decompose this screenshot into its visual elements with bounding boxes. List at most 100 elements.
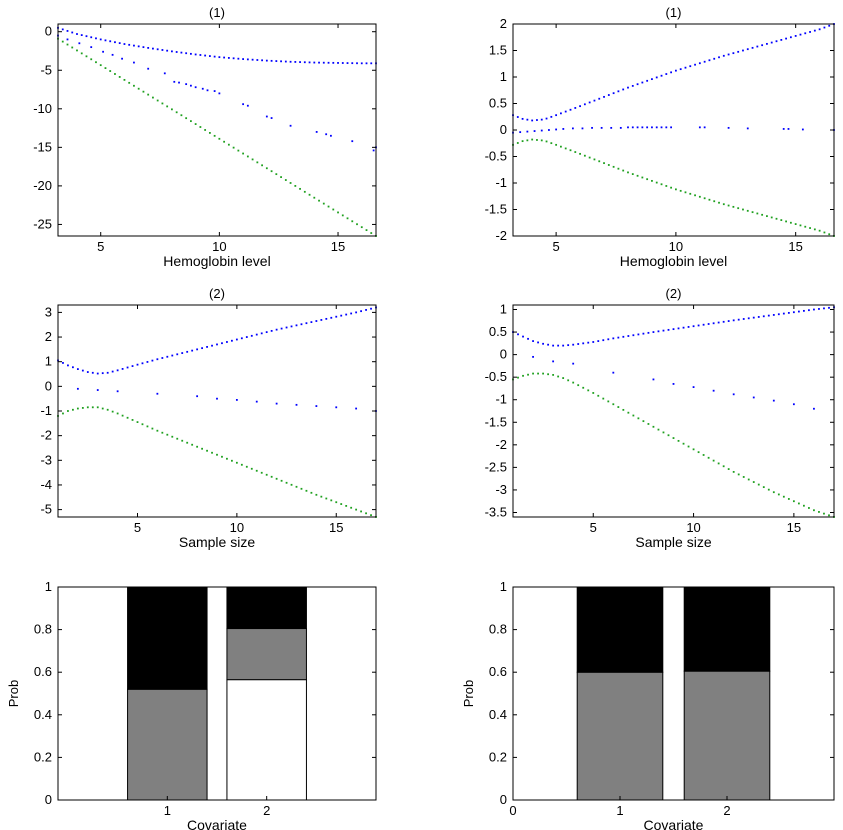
point-lower: [166, 105, 169, 108]
point-lower: [86, 406, 89, 409]
point-estimate: [612, 371, 615, 374]
point-upper: [732, 52, 735, 55]
point-upper: [717, 321, 720, 324]
point-lower: [631, 173, 634, 175]
point-upper: [185, 52, 188, 55]
y-tick-label: -3: [495, 482, 507, 497]
point-upper: [337, 62, 339, 64]
plot-area: [513, 305, 834, 517]
point-lower: [752, 481, 755, 483]
point-estimate: [121, 57, 123, 60]
bar-top-cat-2: [226, 586, 307, 630]
bar-middle-cat-2: [226, 628, 307, 681]
point-upper: [667, 328, 670, 331]
point-upper: [537, 341, 539, 344]
y-tick-label: -2: [40, 428, 52, 443]
point-upper: [327, 61, 330, 64]
point-lower: [251, 158, 254, 161]
point-upper: [370, 62, 373, 65]
chart-title: (2): [209, 286, 225, 301]
point-lower: [285, 481, 288, 484]
point-upper: [818, 28, 821, 31]
point-upper: [587, 341, 590, 344]
point-estimate: [189, 84, 192, 87]
point-lower: [152, 96, 154, 99]
point-upper: [136, 363, 139, 366]
point-lower: [684, 191, 687, 194]
point-upper: [692, 325, 695, 328]
point-upper: [698, 62, 701, 65]
point-lower: [211, 451, 213, 454]
point-upper: [702, 323, 705, 326]
point-upper: [96, 372, 99, 375]
point-lower: [355, 508, 358, 511]
point-lower: [345, 505, 348, 507]
point-estimate: [533, 130, 536, 132]
point-lower: [588, 156, 591, 159]
point-lower: [564, 147, 567, 150]
x-tick-label: 1: [616, 803, 623, 818]
point-lower: [767, 488, 770, 491]
point-lower: [318, 199, 320, 202]
point-upper: [261, 59, 263, 62]
x-axis-label: Hemoglobin level: [163, 253, 270, 269]
x-tick-label: 5: [134, 520, 141, 535]
point-lower: [572, 381, 575, 384]
point-upper: [351, 62, 354, 65]
point-upper: [147, 46, 150, 49]
point-lower: [199, 126, 202, 128]
point-upper: [318, 61, 320, 64]
y-tick-label: 1: [45, 354, 52, 369]
panel-1-2: 2 1.5 1 0.5 0 -0.5 -1 -1.5 -2 5 10 15 (1) Hemoglobin …: [485, 5, 835, 269]
x-tick-label: 15: [329, 520, 343, 535]
point-lower: [185, 117, 188, 120]
point-upper: [131, 365, 134, 367]
point-lower: [637, 417, 640, 420]
x-tick-label: 10: [669, 239, 683, 254]
point-upper: [708, 59, 711, 62]
point-upper: [104, 39, 107, 42]
point-lower: [579, 152, 581, 155]
y-tick-label: 0.6: [489, 664, 507, 679]
point-lower: [275, 477, 278, 480]
point-upper: [797, 310, 800, 313]
point-estimate: [591, 126, 593, 129]
point-lower: [194, 123, 197, 125]
point-upper: [161, 357, 164, 359]
point-upper: [275, 60, 278, 62]
point-lower: [536, 139, 538, 141]
point-upper: [761, 44, 764, 47]
y-tick-label: -5: [40, 502, 52, 517]
point-lower: [642, 420, 645, 423]
point-lower: [641, 176, 644, 179]
point-upper: [106, 371, 109, 374]
point-lower: [360, 226, 363, 229]
point-upper: [762, 315, 765, 318]
point-upper: [592, 341, 595, 343]
point-upper: [607, 338, 610, 341]
point-lower: [256, 161, 259, 164]
point-lower: [189, 120, 192, 123]
y-tick-label: 2: [500, 16, 507, 31]
point-upper: [251, 58, 254, 61]
point-lower: [697, 451, 700, 454]
point-lower: [116, 412, 119, 415]
y-tick-label: 1: [45, 579, 52, 594]
point-lower: [171, 108, 173, 111]
y-tick-label: -5: [40, 62, 52, 77]
point-estimate: [600, 126, 603, 129]
point-lower: [85, 55, 88, 58]
point-lower: [757, 483, 760, 486]
point-lower: [718, 201, 720, 204]
point-upper: [91, 371, 94, 374]
point-lower: [667, 434, 670, 437]
x-axis-label: Covariate: [644, 817, 704, 830]
point-lower: [756, 212, 759, 215]
point-lower: [727, 468, 730, 470]
x-tick-label: 10: [230, 520, 244, 535]
point-upper: [211, 344, 213, 347]
point-lower: [737, 207, 740, 210]
point-upper: [199, 54, 202, 56]
point-upper: [181, 352, 184, 354]
point-lower: [627, 171, 629, 174]
